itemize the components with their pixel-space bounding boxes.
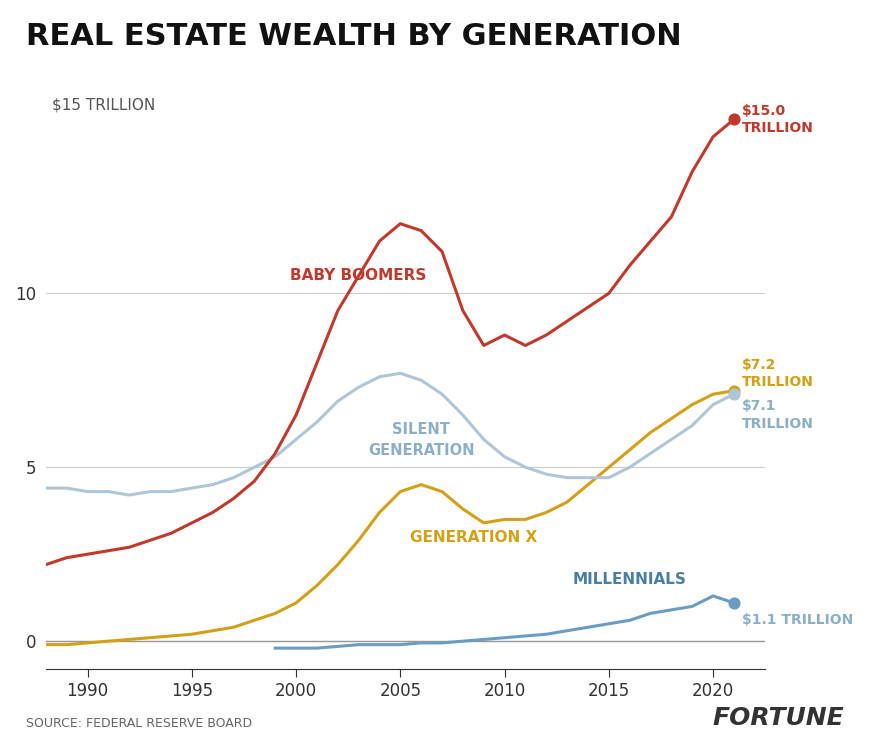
Text: GENERATION X: GENERATION X <box>409 530 536 545</box>
Text: SILENT
GENERATION: SILENT GENERATION <box>368 422 474 458</box>
Text: $15.0
TRILLION: $15.0 TRILLION <box>741 104 813 135</box>
Point <box>726 113 740 125</box>
Text: FORTUNE: FORTUNE <box>712 706 843 730</box>
Text: $15 TRILLION: $15 TRILLION <box>52 98 156 112</box>
Point <box>726 597 740 609</box>
Point <box>726 384 740 396</box>
Text: $1.1 TRILLION: $1.1 TRILLION <box>741 613 852 627</box>
Point <box>726 388 740 400</box>
Text: $7.1
TRILLION: $7.1 TRILLION <box>741 399 813 431</box>
Text: BABY BOOMERS: BABY BOOMERS <box>290 268 427 283</box>
Text: MILLENNIALS: MILLENNIALS <box>572 572 686 587</box>
Text: $7.2
TRILLION: $7.2 TRILLION <box>741 358 813 389</box>
Text: REAL ESTATE WEALTH BY GENERATION: REAL ESTATE WEALTH BY GENERATION <box>26 22 681 51</box>
Text: SOURCE: FEDERAL RESERVE BOARD: SOURCE: FEDERAL RESERVE BOARD <box>26 717 252 730</box>
